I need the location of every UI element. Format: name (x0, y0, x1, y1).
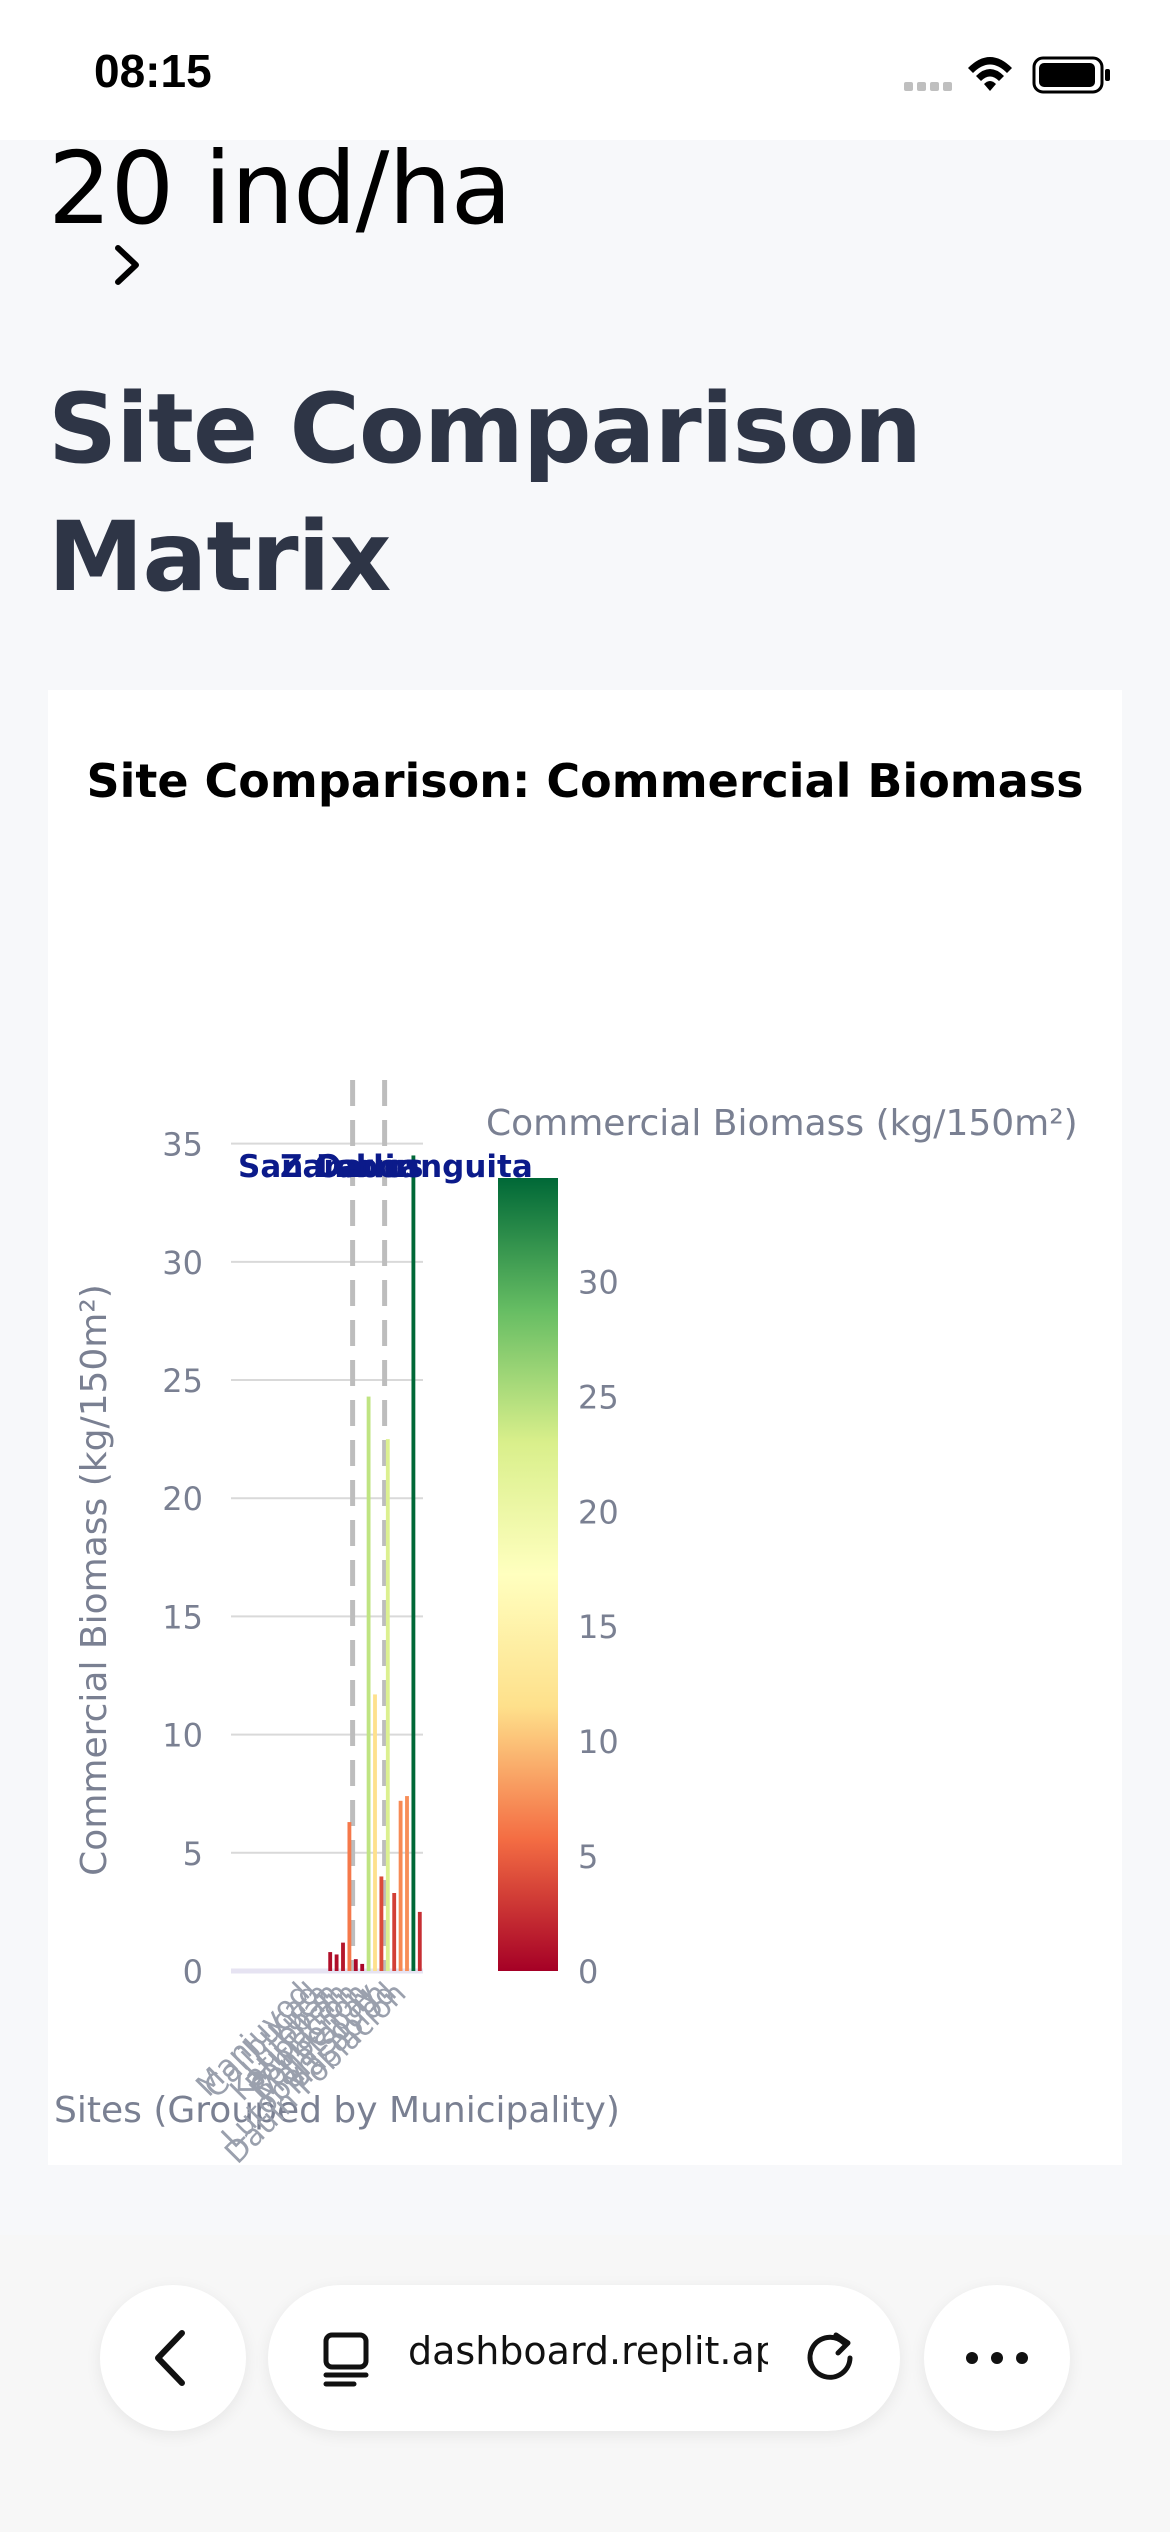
y-tick-label: 35 (162, 1126, 203, 1164)
tabs-icon[interactable] (318, 2329, 378, 2389)
bar (411, 1155, 416, 1971)
cellular-signal-icon (904, 82, 952, 91)
municipality-label: San Carlos (238, 1149, 423, 1185)
x-tick-labels: ManjuyodCalibucadLucaLutobanKatipunanPob… (189, 1976, 413, 2165)
chevron-right-icon[interactable] (110, 240, 150, 290)
y-tick-label: 25 (162, 1362, 203, 1400)
municipality-dividers (350, 1080, 388, 1971)
chart-title: Site Comparison: Commercial Biomass (86, 754, 1083, 808)
y-tick-label: 10 (162, 1717, 203, 1755)
y-tick-label: 20 (162, 1480, 203, 1518)
wifi-icon (968, 57, 1012, 91)
y-tick-label: 5 (183, 1835, 203, 1873)
status-time: 08:15 (94, 45, 212, 97)
colorbar-tick-label: 30 (578, 1263, 619, 1301)
bars (328, 1155, 422, 1971)
bar (385, 1439, 390, 1971)
bar (392, 1892, 397, 1971)
bar (417, 1911, 422, 1971)
chart-card: Site Comparison: Commercial Biomass Comm… (48, 690, 1122, 2165)
y-tick-label: 0 (183, 1953, 203, 1991)
colorbar-tick-label: 5 (578, 1838, 598, 1876)
colorbar-tick-label: 20 (578, 1493, 619, 1531)
bar (353, 1959, 358, 1971)
metric-value: 20 ind/ha (48, 140, 512, 247)
colorbar-gradient (498, 1178, 558, 1971)
bar (366, 1396, 371, 1971)
bar (405, 1796, 409, 1971)
url-text: dashboard.replit.app (408, 2329, 768, 2373)
bar (379, 1876, 384, 1971)
bar (341, 1942, 345, 1971)
y-axis-label: Commercial Biomass (kg/150m²) (74, 1284, 115, 1876)
bar (360, 1963, 365, 1971)
address-bar[interactable]: dashboard.replit.app (268, 2285, 900, 2431)
more-button[interactable] (924, 2285, 1070, 2431)
status-bar: 08:15 (0, 0, 1170, 140)
more-dots-icon (966, 2352, 1028, 2364)
back-button[interactable] (100, 2285, 246, 2431)
status-icons (904, 56, 1110, 94)
bar (398, 1800, 403, 1971)
browser-toolbar: dashboard.replit.app (0, 2235, 1170, 2532)
colorbar-tick-label: 25 (578, 1378, 619, 1416)
chevron-left-icon (155, 2330, 185, 2386)
bar (347, 1822, 352, 1971)
reload-icon[interactable] (798, 2325, 864, 2391)
y-tick-labels: 0 5 10 15 20 25 30 35 (162, 1126, 203, 1991)
commercial-biomass-chart: Site Comparison: Commercial Biomass Comm… (54, 754, 1084, 2165)
y-tick-label: 30 (162, 1244, 203, 1282)
bar (373, 1694, 377, 1971)
bar (328, 1952, 333, 1971)
colorbar-tick-label: 10 (578, 1723, 619, 1761)
municipality-label: Zamboanguita (280, 1149, 533, 1185)
grid-lines (231, 1142, 423, 1974)
battery-icon (1032, 56, 1110, 94)
colorbar-tick-label: 15 (578, 1608, 619, 1646)
bar (334, 1954, 339, 1971)
colorbar-tick-label: 0 (578, 1953, 598, 1991)
colorbar-title: Commercial Biomass (kg/150m²) (486, 1103, 1078, 1144)
colorbar: 0 5 10 15 20 25 30 (498, 1178, 619, 1991)
page-content: 20 ind/ha Site Comparison Matrix Site Com… (0, 140, 1170, 2235)
section-title: Site Comparison Matrix (48, 373, 922, 613)
x-axis-label: Sites (Grouped by Municipality) (54, 2090, 620, 2131)
y-tick-label: 15 (162, 1598, 203, 1636)
municipality-label: Dauin (316, 1149, 417, 1185)
